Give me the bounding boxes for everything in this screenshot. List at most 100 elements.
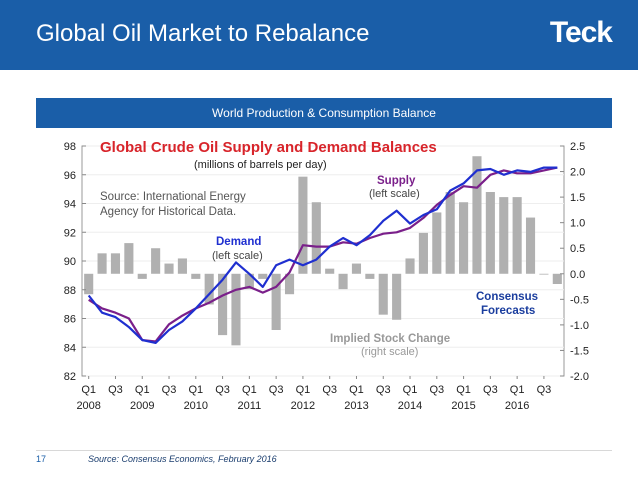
year-label: 2013 [344, 400, 368, 412]
x-tick-label: Q3 [108, 384, 123, 396]
supply-line [88, 166, 558, 343]
chart-title: Global Crude Oil Supply and Demand Balan… [100, 139, 437, 156]
right-tick-label: -1.5 [570, 345, 589, 357]
stock-change-bar [231, 273, 241, 346]
stock-change-bar [177, 258, 187, 274]
stock-change-bar [258, 273, 268, 279]
forecast-label-line2: Forecasts [481, 305, 535, 317]
x-tick-label: Q3 [483, 384, 498, 396]
chart-subtitle: (millions of barrels per day) [194, 159, 327, 171]
left-tick-label: 90 [64, 256, 76, 268]
stock-change-bar [418, 232, 428, 274]
header-bar [0, 0, 638, 70]
x-tick-label: Q3 [322, 384, 337, 396]
right-tick-label: 0.0 [570, 269, 585, 281]
stock-change-bar [124, 243, 134, 274]
teck-logo: Teck [549, 16, 613, 49]
left-axis-ticks: 98 96 94 92 90 88 86 84 82 [64, 141, 86, 383]
stock-change-bar [499, 197, 509, 274]
x-tick-label: Q3 [215, 384, 230, 396]
stock-change-bar [137, 273, 147, 279]
chart-area: 98 96 94 92 90 88 86 84 82 2.5 2.0 1.5 1.0 0.5 0.0 -0.… [36, 128, 612, 430]
right-tick-label: 1.5 [570, 192, 585, 204]
stock-change-bar [378, 273, 388, 315]
right-tick-label: 1.0 [570, 218, 585, 230]
supply-scale-label: (left scale) [369, 188, 420, 200]
stock-change-bar [351, 263, 362, 274]
stock-change-bar [84, 273, 94, 295]
chart-background [36, 128, 612, 430]
chart-banner: World Production & Consumption Balance [36, 98, 612, 128]
x-tick-label: Q1 [403, 384, 418, 396]
stock-change-bar [459, 202, 469, 274]
stock-change-bar [271, 273, 281, 330]
stock-change-bar [298, 176, 308, 274]
year-label: 2008 [76, 400, 100, 412]
left-tick-label: 94 [64, 199, 76, 211]
stock-change-bar [392, 273, 402, 320]
stock-change-bar [110, 253, 121, 274]
left-tick-label: 84 [64, 342, 76, 354]
stock-change-bar [485, 192, 495, 274]
demand-scale-label: (left scale) [212, 250, 263, 262]
stock-change-bar [405, 258, 415, 274]
stock-change-bar [151, 248, 161, 274]
stock-change-bar [325, 268, 335, 274]
stock-change-bar [365, 273, 375, 279]
right-axis-ticks: 2.5 2.0 1.5 1.0 0.5 0.0 -0.5 -1.0 -1.5 -2.0 [560, 141, 589, 383]
stock-change-bar [204, 273, 214, 305]
stock-change-scale-label: (right scale) [361, 346, 418, 358]
left-tick-label: 96 [64, 170, 76, 182]
chart-banner-title: World Production & Consumption Balance [212, 106, 436, 120]
x-tick-label: Q1 [135, 384, 150, 396]
right-tick-label: 2.5 [570, 141, 585, 153]
left-tick-label: 86 [64, 314, 76, 326]
left-tick-label: 98 [64, 141, 76, 153]
stock-change-bar [552, 273, 562, 284]
x-tick-label: Q1 [242, 384, 257, 396]
left-tick-label: 92 [64, 227, 76, 239]
year-label: 2016 [505, 400, 529, 412]
stock-change-bar [432, 212, 442, 274]
year-label: 2009 [130, 400, 154, 412]
year-label: 2014 [398, 400, 422, 412]
x-tick-label: Q1 [188, 384, 203, 396]
right-tick-label: 2.0 [570, 167, 585, 179]
x-axis-ticks: Q1 Q3 Q1 Q3 Q1 Q3 Q1 Q3 Q1 Q3 Q1 Q3 Q1 Q3 Q1 Q3 Q1 Q3 2008… [76, 376, 551, 412]
stock-change-bar [97, 253, 107, 274]
x-tick-label: Q1 [296, 384, 311, 396]
year-label: 2010 [184, 400, 208, 412]
stock-change-bar [472, 156, 482, 274]
oil-balance-chart: 98 96 94 92 90 88 86 84 82 2.5 2.0 1.5 1.0 0.5 0.0 -0.… [36, 128, 612, 430]
gridlines [82, 145, 564, 377]
supply-demand-lines [87, 166, 558, 344]
x-tick-label: Q3 [537, 384, 552, 396]
stock-change-bar [311, 202, 321, 274]
year-label: 2011 [238, 400, 262, 412]
left-tick-label: 88 [64, 285, 76, 297]
page-number: 17 [36, 454, 47, 464]
source-note: Source: Consensus Economics, February 20… [88, 454, 277, 464]
footer-divider [36, 450, 612, 451]
stock-change-bars [84, 156, 562, 346]
stock-change-bar [218, 273, 228, 336]
stock-change-bar [164, 263, 174, 274]
x-tick-label: Q3 [162, 384, 177, 396]
x-tick-label: Q3 [269, 384, 284, 396]
year-label: 2012 [291, 400, 315, 412]
supply-label: Supply [377, 175, 416, 187]
source-note-line1: Source: International Energy [100, 191, 246, 203]
right-tick-label: -0.5 [570, 294, 589, 306]
demand-line [87, 166, 558, 344]
slide-title: Global Oil Market to Rebalance [36, 20, 370, 47]
stock-change-bar [445, 192, 455, 274]
forecast-label-line1: Consensus [476, 291, 538, 303]
x-tick-label: Q1 [510, 384, 525, 396]
stock-change-bar [244, 273, 254, 290]
stock-change-bar [525, 217, 536, 274]
x-tick-label: Q3 [429, 384, 444, 396]
source-note-line2: Agency for Historical Data. [100, 206, 236, 218]
demand-label: Demand [216, 236, 261, 248]
stock-change-bar [191, 273, 201, 279]
stock-change-label: Implied Stock Change [330, 333, 450, 345]
